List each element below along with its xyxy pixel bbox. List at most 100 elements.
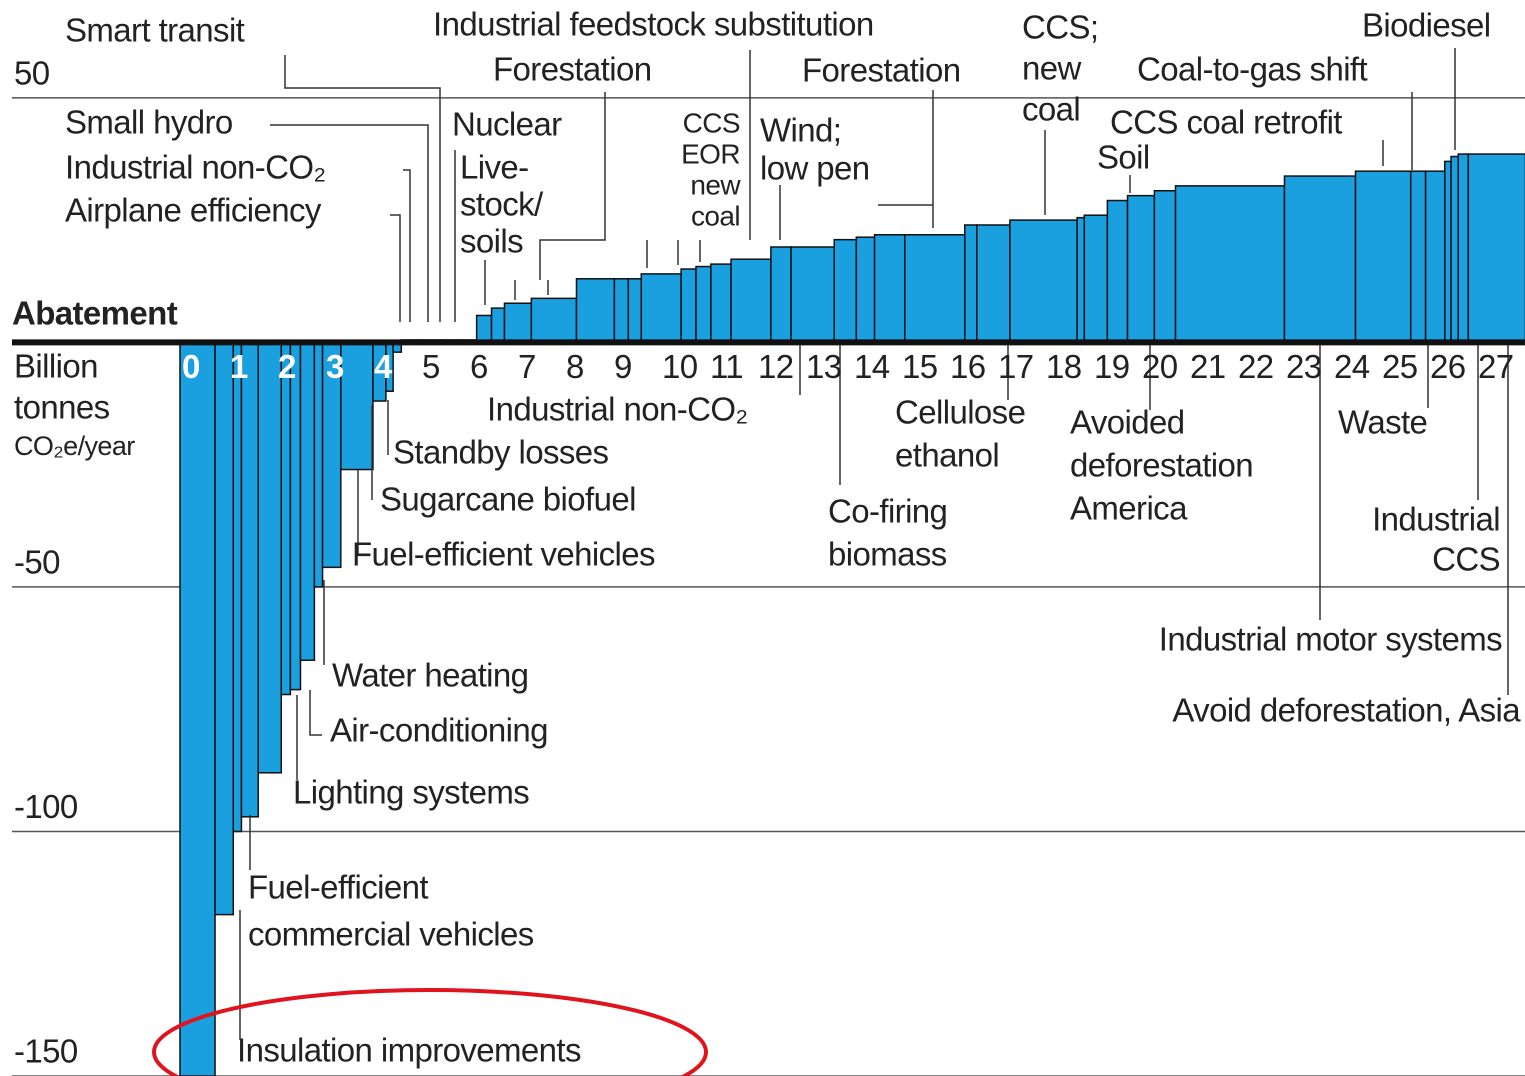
bar — [280, 341, 292, 696]
annotation: Industrial — [1372, 501, 1500, 538]
annotation: Soil — [1097, 139, 1150, 176]
y-tick-label: -50 — [14, 544, 60, 581]
bar — [503, 302, 533, 344]
annotation: Standby losses — [393, 434, 608, 471]
x-axis-unit: Billion — [14, 348, 98, 385]
bar — [299, 341, 316, 662]
x-tick-label: 11 — [710, 348, 743, 385]
bar — [1076, 216, 1086, 344]
y-tick-label: -150 — [14, 1033, 78, 1070]
bar — [710, 263, 732, 344]
annotation: Industrial motor systems — [1159, 621, 1502, 658]
bar — [313, 341, 324, 588]
x-tick-label: 24 — [1334, 348, 1370, 385]
annotation: stock/ — [460, 186, 544, 223]
bar — [1106, 199, 1129, 344]
leader-line — [539, 92, 606, 280]
annotation: coal — [691, 200, 740, 231]
x-tick-label: 12 — [758, 348, 794, 385]
annotation: Air-conditioning — [330, 712, 548, 749]
y-tick-label: 50 — [14, 55, 50, 92]
bar — [613, 278, 630, 344]
leader-line — [403, 169, 411, 322]
annotation: CCS — [1432, 541, 1500, 578]
bar — [1424, 170, 1446, 344]
bar — [179, 341, 216, 1076]
bar — [627, 278, 643, 344]
x-tick-label: 7 — [518, 348, 536, 385]
bar — [730, 258, 772, 344]
annotation: EOR — [681, 138, 740, 169]
bar — [695, 265, 712, 344]
bar — [770, 246, 792, 344]
bar — [240, 341, 259, 818]
x-tick-label: 21 — [1190, 348, 1226, 385]
annotation: new — [690, 169, 741, 200]
bar — [964, 224, 978, 344]
bar — [833, 238, 858, 344]
annotation: Lighting systems — [293, 774, 529, 811]
annotation: Industrial non-CO₂ — [65, 149, 326, 186]
bar — [257, 341, 283, 774]
annotation: Industrial feedstock substitution — [433, 6, 874, 43]
bar — [1354, 170, 1412, 344]
bar — [289, 341, 302, 691]
bar — [904, 234, 966, 344]
x-tick-label: 19 — [1094, 348, 1130, 385]
bar — [680, 268, 697, 344]
annotation: Airplane efficiency — [65, 192, 322, 229]
annotation: CCS coal retrofit — [1110, 104, 1342, 141]
x-tick-label: 2 — [278, 348, 296, 385]
x-tick-label: 22 — [1238, 348, 1274, 385]
annotation: Cellulose — [895, 394, 1025, 431]
annotation: CCS — [683, 107, 740, 138]
x-axis-title: Abatement — [12, 295, 178, 332]
x-tick-label: 14 — [854, 348, 890, 385]
leader-line — [309, 690, 322, 736]
x-tick-label: 13 — [806, 348, 842, 385]
annotation: low pen — [760, 150, 870, 187]
bar — [790, 246, 835, 344]
x-tick-label: 6 — [470, 348, 488, 385]
annotation: Small hydro — [65, 104, 233, 141]
annotation: Sugarcane biofuel — [380, 481, 636, 518]
x-tick-label: 20 — [1142, 348, 1178, 385]
annotation: Industrial non-CO₂ — [487, 391, 748, 428]
annotation: Live- — [460, 149, 529, 186]
bar — [575, 278, 616, 344]
annotation: biomass — [828, 536, 947, 573]
bar — [1444, 160, 1452, 344]
y-tick-label: -100 — [14, 788, 78, 825]
x-tick-label: 1 — [230, 348, 248, 385]
annotation: Fuel-efficient vehicles — [352, 536, 655, 573]
annotation: deforestation — [1070, 447, 1253, 484]
annotation: CCS; — [1022, 9, 1098, 46]
bar — [1457, 153, 1470, 344]
leader-line — [284, 55, 441, 322]
x-tick-label: 10 — [662, 348, 698, 385]
bar — [475, 314, 493, 344]
annotation: Fuel-efficient — [248, 869, 428, 906]
annotation: Water heating — [332, 657, 528, 694]
bar — [976, 224, 1011, 344]
bar — [214, 341, 235, 916]
bar — [1126, 194, 1156, 344]
bar — [1083, 214, 1109, 344]
x-tick-label: 9 — [614, 348, 632, 385]
annotation: Co-firing — [828, 493, 947, 530]
leader-line — [390, 214, 401, 322]
annotation: Avoided — [1070, 404, 1184, 441]
x-tick-label: 0 — [182, 348, 200, 385]
bar — [1153, 189, 1177, 344]
x-tick-label: 25 — [1382, 348, 1418, 385]
annotation: Coal-to-gas shift — [1137, 51, 1367, 88]
bars — [179, 153, 1525, 1076]
bar — [640, 273, 682, 344]
bar — [1450, 155, 1459, 344]
bar — [1409, 170, 1427, 344]
annotation: Forestation — [493, 51, 651, 88]
x-tick-label: 5 — [422, 348, 440, 385]
